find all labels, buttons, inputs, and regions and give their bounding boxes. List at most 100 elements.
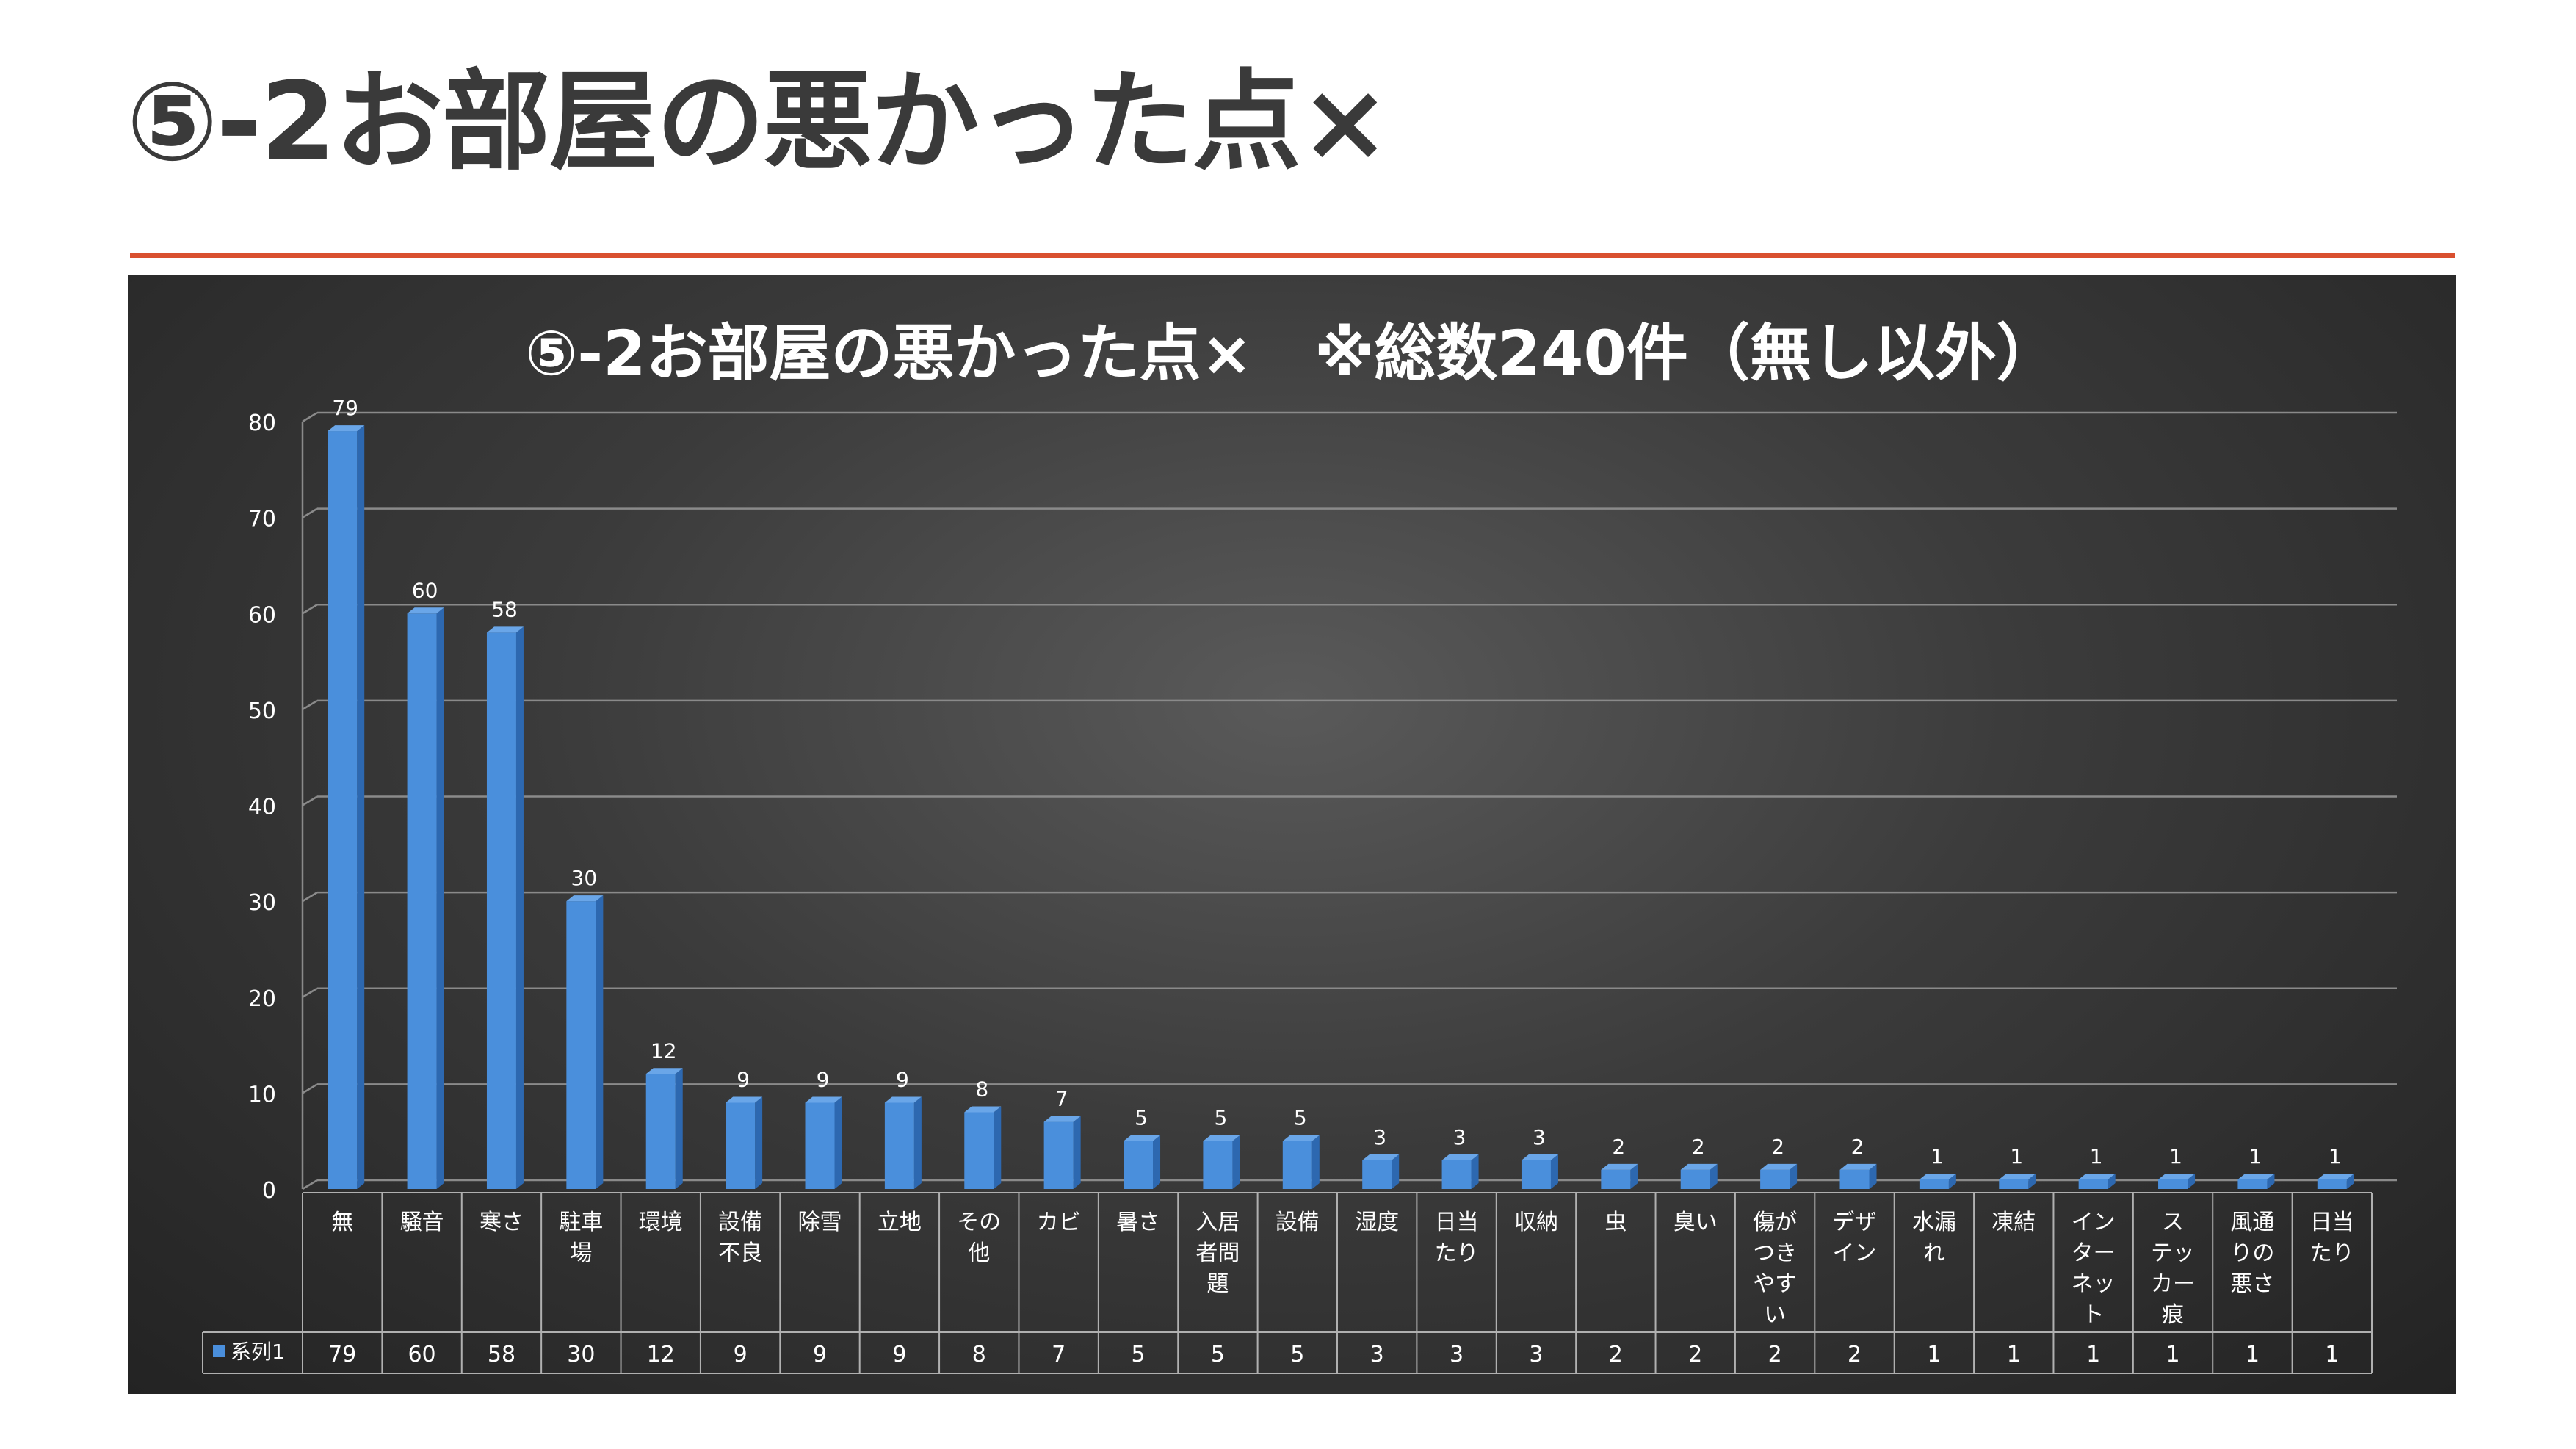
bar-side [596, 895, 604, 1189]
bar-side [436, 607, 444, 1189]
x-tick-label-line: 設備 [1276, 1210, 1320, 1235]
data-label: 5 [1215, 1106, 1228, 1130]
bar-side [1710, 1163, 1718, 1189]
data-label: 1 [2010, 1144, 2023, 1168]
bar-side [2108, 1173, 2116, 1189]
data-label: 2 [1851, 1135, 1864, 1159]
bar-side [755, 1096, 763, 1189]
bar-side [1790, 1163, 1798, 1189]
chart-title: ⑤-2お部屋の悪かった点× ※総数240件（無し以外） [525, 317, 2058, 389]
x-tick-label-line: 日当 [2310, 1210, 2354, 1235]
bar-top [407, 607, 444, 614]
bar-top [1124, 1135, 1161, 1141]
gridline-diagonal [302, 987, 318, 998]
x-tick-label: 水漏れ [1912, 1210, 1956, 1266]
bar-side [913, 1096, 922, 1189]
bar-side [1869, 1163, 1877, 1189]
x-tick-label-line: つき [1753, 1240, 1797, 1266]
bar-top [1441, 1154, 1479, 1160]
table-value: 60 [408, 1342, 435, 1367]
y-tick-label: 40 [248, 795, 276, 820]
x-tick-label: 騒音 [400, 1210, 444, 1235]
x-tick-label-line: りの [2230, 1240, 2274, 1266]
table-value: 5 [1290, 1342, 1304, 1367]
x-tick-label-line: イン [2072, 1210, 2116, 1235]
x-tick-label-line: い [1764, 1302, 1786, 1328]
table-value: 30 [567, 1342, 595, 1367]
data-label: 58 [491, 597, 518, 621]
data-label: 12 [651, 1038, 677, 1063]
table-value: 9 [892, 1342, 906, 1367]
chart-panel: ⑤-2お部屋の悪かった点× ※総数240件（無し以外） 0 10 20 30 40 50 6… [128, 275, 2456, 1394]
bar [1043, 1121, 1074, 1189]
x-tick-label: 設備 [1276, 1210, 1320, 1235]
bar-side [1232, 1135, 1240, 1189]
x-tick-label-line: 題 [1206, 1271, 1229, 1297]
bar [1999, 1179, 2029, 1189]
bar-side [675, 1068, 683, 1189]
data-label: 1 [2090, 1144, 2103, 1168]
x-tick-label-line: 悪さ [2230, 1271, 2274, 1297]
x-tick-label: 環境 [639, 1210, 683, 1235]
gridline-diagonal [302, 604, 318, 615]
x-tick-label-line: 虫 [1604, 1210, 1627, 1235]
bar-top [805, 1096, 842, 1103]
x-tick-label-line: 無 [331, 1210, 353, 1235]
table-value: 3 [1529, 1342, 1543, 1367]
data-label: 5 [1294, 1106, 1307, 1130]
bar-side [1073, 1116, 1081, 1189]
x-tick-label-line: 収納 [1514, 1210, 1558, 1235]
bar [2317, 1179, 2347, 1189]
table-value: 2 [1848, 1342, 1862, 1367]
x-tick-label-line: 水漏 [1912, 1210, 1956, 1235]
x-tick-label-line: 立地 [878, 1210, 922, 1235]
bar [1441, 1160, 1472, 1189]
y-tick-label: 50 [248, 698, 276, 724]
x-tick-label: 駐車場 [559, 1210, 603, 1266]
bar-side [515, 626, 524, 1189]
x-tick-label-line: 除雪 [798, 1210, 842, 1235]
bar [486, 632, 516, 1189]
bar-side [1311, 1135, 1320, 1189]
bar [1521, 1160, 1551, 1189]
bar-top [1601, 1163, 1638, 1170]
bar [884, 1102, 914, 1189]
y-tick-label: 80 [248, 411, 276, 436]
x-tick-label-line: 者問 [1195, 1240, 1240, 1266]
table-value: 2 [1768, 1342, 1782, 1367]
bar [566, 901, 596, 1189]
bar [1839, 1169, 1870, 1189]
bar-side [1948, 1173, 1956, 1189]
table-value: 5 [1211, 1342, 1225, 1367]
table-value: 58 [488, 1342, 515, 1367]
x-tick-label-line: たり [2310, 1240, 2354, 1266]
x-tick-label-line: れ [1923, 1240, 1945, 1266]
x-tick-label: 日当たり [2310, 1210, 2354, 1266]
table-value: 1 [2086, 1342, 2100, 1367]
x-tick-label-line: カー [2151, 1271, 2195, 1297]
title-divider [130, 253, 2455, 258]
data-label: 2 [1612, 1135, 1625, 1159]
bar-top [1282, 1135, 1320, 1141]
x-tick-label-line: 寒さ [480, 1210, 524, 1235]
gridline-diagonal [302, 507, 318, 518]
x-tick-label: インターネット [2072, 1210, 2116, 1328]
y-tick-label: 60 [248, 602, 276, 628]
bar-side [834, 1096, 842, 1189]
x-tick-label-line: 凍結 [1991, 1210, 2036, 1235]
bar-top [1839, 1163, 1877, 1170]
data-label: 1 [2329, 1144, 2342, 1168]
x-tick-label-line: 場 [570, 1240, 592, 1266]
data-label: 3 [1533, 1125, 1546, 1149]
x-tick-label-line: ネッ [2072, 1271, 2116, 1297]
data-label: 2 [1692, 1135, 1705, 1159]
bar-top [1521, 1154, 1558, 1160]
table-value: 1 [2246, 1342, 2260, 1367]
bar [328, 431, 358, 1189]
x-tick-label: 立地 [878, 1210, 922, 1235]
x-tick-label: デザイン [1833, 1210, 1877, 1266]
table-value: 12 [647, 1342, 675, 1367]
gridline-diagonal [302, 699, 318, 710]
x-tick-label-line: ター [2072, 1240, 2116, 1266]
